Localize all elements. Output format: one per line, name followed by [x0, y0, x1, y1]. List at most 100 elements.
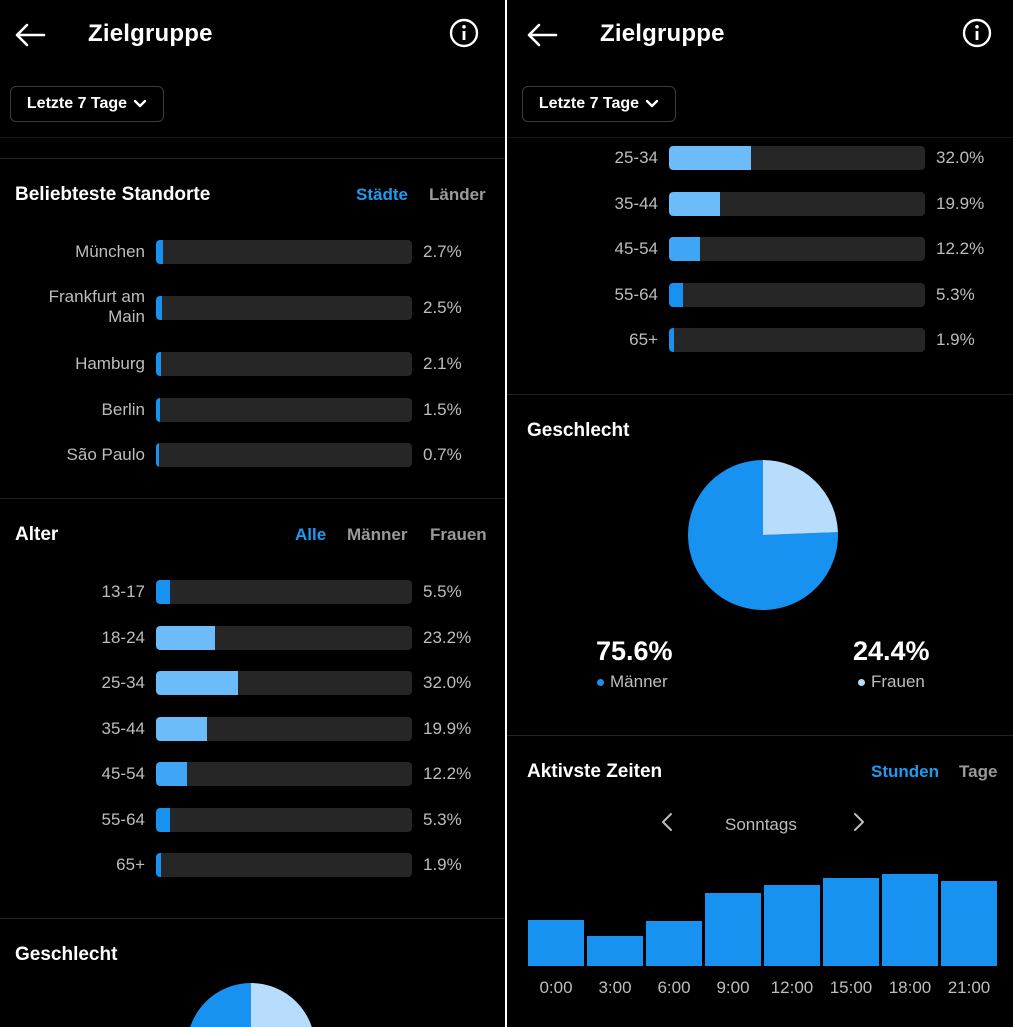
hour-bar [941, 881, 997, 966]
hour-bar [528, 920, 584, 966]
info-circle-icon[interactable] [962, 18, 992, 48]
age-row-bar-fill [156, 580, 171, 604]
day-label: Sonntags [725, 815, 797, 834]
hour-tick-label: 9:00 [716, 978, 750, 997]
age-row-percentage: 5.5% [423, 582, 462, 601]
tab-all[interactable]: Alle [295, 525, 327, 544]
hour-tick-label: 12:00 [770, 978, 814, 997]
men-percentage: 75.6% [596, 636, 673, 666]
hour-tick-label: 6:00 [657, 978, 691, 997]
age-row-label: 55-64 [101, 809, 145, 829]
location-row-bar-track [156, 296, 412, 320]
age-row-label: 65+ [629, 330, 658, 349]
period-label: Letzte 7 Tage [538, 95, 640, 112]
hour-bar [823, 878, 879, 966]
gender-pie-men-slice [190, 983, 251, 1027]
men-legend: Männer [597, 672, 668, 692]
gender-pie-women-slice [251, 983, 312, 1027]
hour-tick-label: 15:00 [829, 978, 873, 997]
age-row-bar-track [156, 762, 412, 786]
age-row-label: 25-34 [614, 148, 658, 167]
tab-cities[interactable]: Städte [356, 185, 408, 204]
location-row-bar-fill [156, 398, 160, 422]
location-row-label: Berlin [101, 400, 145, 419]
tab-days[interactable]: Tage [959, 762, 998, 781]
age-row-percentage: 12.2% [936, 239, 985, 258]
age-row-label: 55-64 [614, 284, 658, 304]
tab-countries[interactable]: Länder [429, 185, 486, 204]
age-row-bar-track [156, 807, 412, 832]
chevron-right-icon[interactable] [852, 812, 866, 832]
age-row-bar-fill [156, 625, 216, 650]
location-row-bar-fill [156, 443, 159, 467]
women-dot [858, 678, 865, 686]
hour-bar [646, 921, 702, 966]
gender-pie-men-slice [688, 460, 839, 610]
locations-title: Beliebteste Standorte [15, 184, 211, 205]
tab-women[interactable]: Frauen [430, 525, 487, 544]
age-row-percentage: 32.0% [423, 673, 472, 692]
info-circle-icon[interactable] [449, 18, 479, 48]
hour-bar [764, 885, 820, 966]
arrow-left-icon[interactable] [526, 22, 558, 48]
location-row-label: São Paulo [66, 445, 145, 464]
age-row-percentage: 5.3% [423, 809, 462, 829]
hour-bar [705, 893, 761, 966]
location-row-percentage: 2.7% [423, 242, 462, 261]
tab-hours[interactable]: Stunden [871, 762, 939, 781]
divider [507, 137, 1013, 138]
gender-pie-partial [190, 983, 312, 1027]
men-label: Männer [610, 672, 668, 691]
women-percentage: 24.4% [853, 636, 930, 666]
location-row-label: Frankfurt am Main [48, 287, 145, 326]
tab-men[interactable]: Männer [347, 525, 408, 544]
age-row-bar-track [156, 853, 412, 877]
location-row-bar-fill [156, 352, 162, 376]
period-label: Letzte 7 Tage [26, 95, 128, 112]
age-row-bar-track [669, 146, 925, 170]
age-row-percentage: 1.9% [423, 855, 462, 874]
location-row-bar-fill [156, 296, 163, 320]
age-row-percentage: 23.2% [423, 627, 472, 647]
chevron-down-icon [133, 99, 147, 108]
age-row-bar-fill [669, 191, 720, 216]
age-row-percentage: 1.9% [936, 330, 975, 349]
women-legend: Frauen [858, 672, 925, 692]
age-row-percentage: 19.9% [423, 718, 472, 738]
age-row-percentage: 32.0% [936, 148, 985, 167]
location-row-percentage: 2.1% [423, 354, 462, 373]
right-panel: Zielgruppe Letzte 7 Tage 25-34 32.0% 35-44… [507, 0, 1013, 1027]
age-row-bar-fill [156, 853, 161, 877]
age-row-bar-fill [669, 328, 674, 352]
gender-title: Geschlecht [527, 420, 630, 441]
divider [0, 918, 505, 919]
location-row-bar-track [156, 443, 412, 467]
chevron-down-icon [645, 99, 659, 108]
hour-tick-label: 3:00 [598, 978, 632, 997]
age-row-percentage: 5.3% [936, 284, 975, 304]
gender-title: Geschlecht [15, 944, 118, 965]
period-dropdown[interactable]: Letzte 7 Tage [522, 86, 676, 122]
age-row-label: 18-24 [101, 627, 145, 647]
age-row-bar-fill [669, 282, 683, 307]
age-row-label: 45-54 [614, 239, 658, 258]
location-row-bar-track [156, 352, 412, 376]
age-row-bar-track [669, 328, 925, 352]
page-title: Zielgruppe [88, 20, 213, 47]
location-row-percentage: 0.7% [423, 445, 462, 464]
age-row-bar-track [156, 580, 412, 604]
hour-tick-label: 18:00 [888, 978, 932, 997]
location-row-bar-track [156, 240, 412, 264]
age-row-label: 45-54 [101, 764, 145, 783]
arrow-left-icon[interactable] [14, 22, 46, 48]
divider [0, 158, 505, 159]
active-times-title: Aktivste Zeiten [527, 761, 663, 782]
chevron-left-icon[interactable] [660, 812, 674, 832]
age-row-bar-track [156, 671, 412, 695]
period-dropdown[interactable]: Letzte 7 Tage [10, 86, 164, 122]
location-row-percentage: 2.5% [423, 298, 462, 317]
divider [507, 394, 1013, 395]
page-title: Zielgruppe [600, 20, 725, 47]
age-row-bar-fill [669, 146, 751, 170]
divider [0, 137, 505, 138]
